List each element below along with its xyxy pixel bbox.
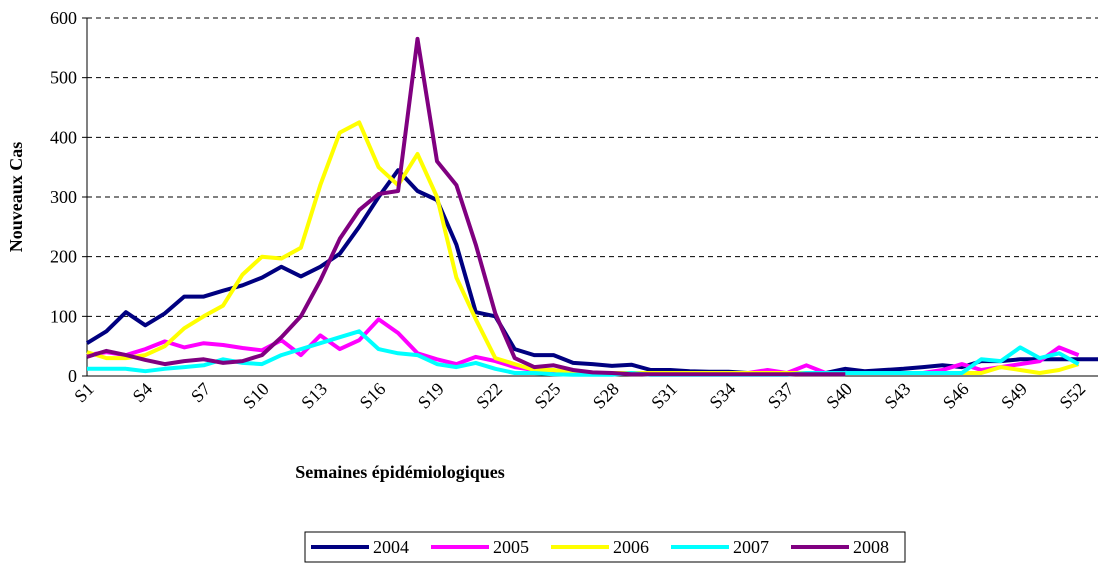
y-tick-label: 400 — [50, 127, 77, 147]
x-tick-label: S28 — [589, 379, 623, 413]
x-tick-label: S7 — [187, 379, 215, 407]
x-tick-label: S10 — [239, 379, 273, 413]
series-line — [85, 168, 1098, 377]
legend-label: 2008 — [853, 537, 889, 557]
x-tick-label: S4 — [129, 379, 157, 407]
x-tick-label: S31 — [647, 379, 681, 413]
x-tick-label: S19 — [414, 379, 448, 413]
x-tick-label: S13 — [297, 379, 331, 413]
x-tick-label: S40 — [822, 379, 856, 413]
y-tick-label: 600 — [50, 8, 77, 28]
x-tick-label: S37 — [764, 379, 798, 413]
x-tick-label: S52 — [1055, 379, 1089, 413]
y-tick-label: 0 — [68, 366, 77, 386]
y-axis-label: Nouveaux Cas — [6, 142, 26, 253]
x-tick-label: S43 — [880, 379, 914, 413]
x-tick-label: S49 — [997, 379, 1031, 413]
x-tick-label: S16 — [356, 379, 390, 413]
legend-label: 2004 — [373, 537, 409, 557]
legend-label: 2006 — [613, 537, 649, 557]
series-line — [87, 329, 1080, 377]
y-tick-label: 300 — [50, 187, 77, 207]
x-tick-label: S22 — [472, 379, 506, 413]
legend-label: 2007 — [733, 537, 769, 557]
x-tick-label: S34 — [705, 379, 739, 413]
y-tick-label: 100 — [50, 306, 77, 326]
x-tick-label: S25 — [530, 379, 564, 413]
y-tick-label: 200 — [50, 247, 77, 267]
x-tick-label: S46 — [939, 379, 973, 413]
series-line — [86, 120, 1080, 375]
legend-label: 2005 — [493, 537, 529, 557]
x-axis-label: Semaines épidémiologiques — [295, 462, 505, 482]
y-tick-label: 500 — [50, 68, 77, 88]
series-line — [86, 36, 846, 377]
